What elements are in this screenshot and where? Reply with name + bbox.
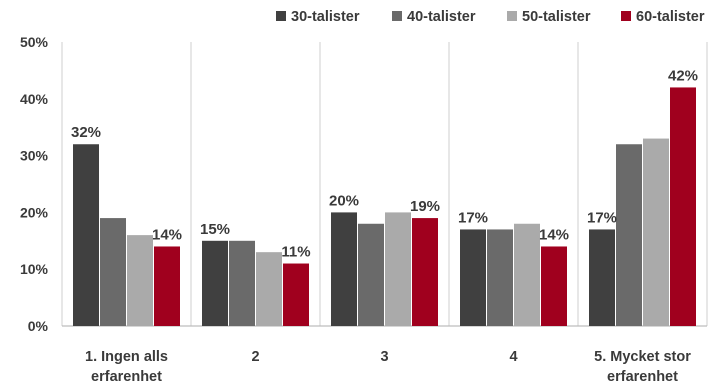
- data-label: 11%: [281, 244, 310, 261]
- bar-50-talister-5: [643, 138, 669, 326]
- bar-30-talister-1: [73, 144, 99, 326]
- legend-label: 40-talister: [407, 9, 476, 25]
- data-label: 14%: [539, 226, 569, 243]
- x-tick-label: 3: [380, 349, 388, 365]
- legend-swatch: [392, 11, 402, 21]
- data-label: 17%: [458, 209, 488, 226]
- data-label: 32%: [71, 124, 101, 141]
- bar-40-talister-2: [229, 240, 255, 326]
- bar-50-talister-1: [127, 235, 153, 326]
- bar-40-talister-1: [100, 218, 126, 326]
- y-axis: 0% 10% 20% 30% 40% 50%: [20, 34, 49, 334]
- legend-label: 30-talister: [291, 9, 360, 25]
- legend-swatch: [621, 11, 631, 21]
- legend: 30-talister 40-talister 50-talister 60-tali…: [276, 9, 705, 25]
- bar-30-talister-3: [331, 212, 357, 326]
- bar-40-talister-4: [487, 229, 513, 326]
- y-tick-label: 50%: [20, 34, 49, 50]
- bars: [73, 87, 696, 326]
- legend-label: 60-talister: [636, 9, 705, 25]
- y-tick-label: 30%: [20, 148, 49, 164]
- data-label: 15%: [200, 221, 230, 238]
- legend-label: 50-talister: [522, 9, 591, 25]
- bar-60-talister-3: [412, 218, 438, 326]
- bar-60-talister-5: [670, 87, 696, 326]
- bar-50-talister-3: [385, 212, 411, 326]
- y-tick-label: 10%: [20, 261, 49, 277]
- data-label: 19%: [410, 198, 440, 215]
- bar-30-talister-5: [589, 229, 615, 326]
- x-tick-label: 2: [251, 349, 259, 365]
- data-labels: 32% 14% 15% 11% 20% 19% 17% 14% 17% 42%: [71, 67, 698, 260]
- legend-swatch: [507, 11, 517, 21]
- y-tick-label: 40%: [20, 91, 49, 107]
- bar-60-talister-4: [541, 246, 567, 326]
- x-tick-label: 1. Ingen alls erfarenhet: [85, 349, 168, 385]
- bar-50-talister-4: [514, 223, 540, 326]
- bar-50-talister-2: [256, 252, 282, 326]
- x-tick-label: 5. Mycket stor erfarenhet: [594, 349, 691, 385]
- legend-swatch: [276, 11, 286, 21]
- legend-item-60-talister: 60-talister: [621, 9, 705, 25]
- data-label: 42%: [668, 67, 698, 84]
- bar-30-talister-2: [202, 240, 228, 326]
- bar-60-talister-1: [154, 246, 180, 326]
- bar-40-talister-5: [616, 144, 642, 326]
- data-label: 20%: [329, 192, 359, 209]
- x-tick-label: 4: [509, 349, 517, 365]
- legend-item-30-talister: 30-talister: [276, 9, 360, 25]
- legend-item-50-talister: 50-talister: [507, 9, 591, 25]
- x-axis: 1. Ingen alls erfarenhet 2 3 4 5. Mycket stor…: [85, 349, 691, 385]
- legend-item-40-talister: 40-talister: [392, 9, 476, 25]
- bar-30-talister-4: [460, 229, 486, 326]
- bar-60-talister-2: [283, 263, 309, 326]
- bar-40-talister-3: [358, 223, 384, 326]
- data-label: 14%: [152, 226, 182, 243]
- y-tick-label: 0%: [28, 318, 49, 334]
- y-tick-label: 20%: [20, 204, 49, 220]
- data-label: 17%: [587, 209, 617, 226]
